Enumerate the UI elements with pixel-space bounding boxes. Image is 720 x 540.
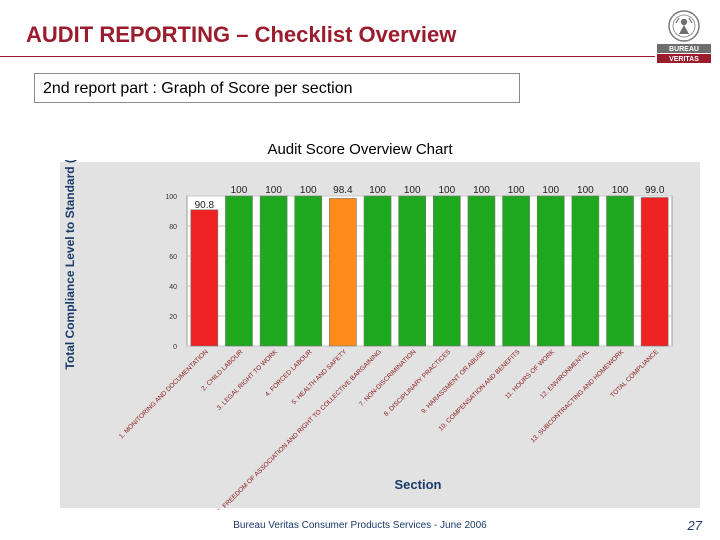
- value-label: 99.0: [645, 185, 665, 196]
- y-axis-ticks: 100 80 60 40 20 0: [165, 194, 177, 351]
- page-number: 27: [687, 518, 702, 533]
- footer-text: Bureau Veritas Consumer Products Service…: [233, 520, 487, 531]
- value-label: 98.4: [333, 185, 353, 196]
- x-axis-label: Section: [395, 477, 442, 492]
- bar: [640, 197, 669, 347]
- value-label: 100: [265, 185, 282, 196]
- y-axis-label: Total Compliance Level to Standard (%): [63, 160, 77, 370]
- bar: [190, 209, 219, 347]
- value-label: 100: [438, 185, 455, 196]
- value-label: 100: [369, 185, 386, 196]
- slide-title: AUDIT REPORTING – Checklist Overview: [26, 22, 457, 47]
- subtitle: 2nd report part : Graph of Score per sec…: [43, 80, 353, 97]
- bar: [363, 195, 392, 347]
- logo-bottom-text: VERITAS: [669, 56, 699, 63]
- bar: [259, 195, 288, 347]
- chart-title: Audit Score Overview Chart: [267, 141, 453, 158]
- subtitle-box: 2nd report part : Graph of Score per sec…: [34, 73, 520, 103]
- y-tick-label: 80: [169, 224, 177, 231]
- plot-area: [186, 195, 673, 347]
- bars: [190, 195, 669, 347]
- y-tick-label: 60: [169, 254, 177, 261]
- bar: [433, 195, 461, 347]
- bar: [294, 195, 323, 347]
- bar: [606, 195, 634, 347]
- bar: [398, 195, 426, 347]
- bar: [502, 195, 530, 347]
- chart-area: 100 80 60 40 20 0 90.8 100 100 100 98.4 100 100 100 1…: [0, 144, 720, 515]
- bar: [571, 195, 600, 347]
- logo-top-text: BUREAU: [669, 46, 699, 53]
- value-label: 100: [300, 185, 317, 196]
- y-tick-label: 40: [169, 284, 177, 291]
- bar: [467, 195, 496, 347]
- value-label: 100: [473, 185, 490, 196]
- value-label: 100: [542, 185, 559, 196]
- y-tick-label: 20: [169, 314, 177, 321]
- value-label: 100: [231, 185, 248, 196]
- bureau-veritas-logo: BUREAU VERITAS: [657, 10, 711, 63]
- value-labels: 90.8 100 100 100 98.4 100 100 100 100 100 100 100 10…: [195, 185, 665, 211]
- bar: [329, 198, 357, 347]
- title-rule: [0, 56, 655, 57]
- value-label: 100: [404, 185, 421, 196]
- value-label: 100: [577, 185, 594, 196]
- y-tick-label: 0: [173, 344, 177, 351]
- bar: [536, 195, 565, 347]
- value-label: 90.8: [195, 200, 215, 211]
- bar: [225, 195, 253, 347]
- y-tick-label: 100: [165, 194, 177, 201]
- bureau-veritas-emblem-icon: [668, 10, 700, 42]
- value-label: 100: [508, 185, 525, 196]
- value-label: 100: [612, 185, 629, 196]
